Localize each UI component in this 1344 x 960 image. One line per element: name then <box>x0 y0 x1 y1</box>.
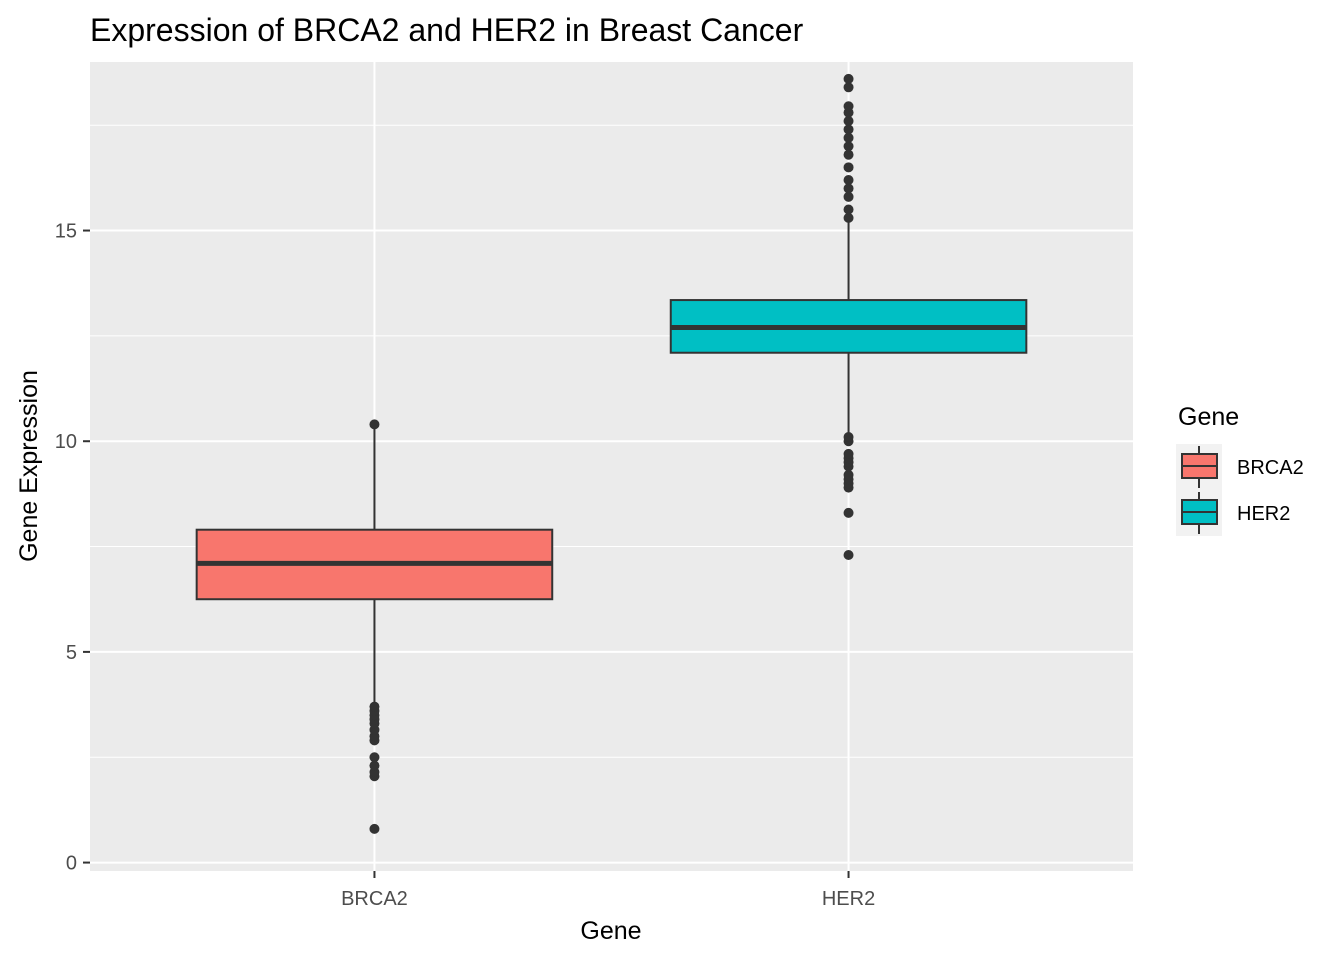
outlier-point <box>843 448 854 459</box>
legend-label: HER2 <box>1237 503 1290 525</box>
outlier-point <box>369 701 380 712</box>
legend-item-her2: HER2 <box>1176 490 1290 536</box>
outlier-point <box>843 132 854 143</box>
boxes <box>195 73 1028 834</box>
y-tick-label: 5 <box>66 642 77 664</box>
y-tick-label: 15 <box>55 221 77 243</box>
outlier-point <box>843 141 854 152</box>
x-axis-title: Gene <box>580 917 641 945</box>
outlier-point <box>369 823 380 834</box>
outlier-point <box>843 73 854 84</box>
y-tick-label: 10 <box>55 431 77 453</box>
chart-title: Expression of BRCA2 and HER2 in Breast C… <box>90 12 804 48</box>
legend-title: Gene <box>1178 403 1239 431</box>
y-axis-title: Gene Expression <box>15 370 43 562</box>
x-tick-label: HER2 <box>822 888 875 910</box>
outlier-point <box>369 752 380 763</box>
legend-item-brca2: BRCA2 <box>1176 444 1304 490</box>
outlier-point <box>843 149 854 160</box>
outlier-point <box>843 204 854 215</box>
y-axis: 0 5 10 15 <box>55 221 90 875</box>
outlier-point <box>843 212 854 223</box>
y-tick-label: 0 <box>66 853 77 875</box>
legend-label: BRCA2 <box>1237 457 1304 479</box>
outlier-point <box>843 124 854 135</box>
outlier-point <box>843 191 854 202</box>
outlier-point <box>843 432 854 443</box>
outlier-point <box>843 549 854 560</box>
outlier-point <box>843 101 854 112</box>
outlier-point <box>843 174 854 185</box>
outlier-point <box>843 82 854 93</box>
outlier-point <box>843 183 854 194</box>
outlier-point <box>369 760 380 771</box>
outlier-point <box>369 419 380 430</box>
x-axis: BRCA2 HER2 <box>341 871 875 910</box>
outlier-point <box>843 507 854 518</box>
legend: Gene BRCA2 HER2 <box>1176 403 1304 536</box>
x-tick-label: BRCA2 <box>341 888 408 910</box>
box-her2 <box>669 73 1028 560</box>
box-brca2 <box>195 419 554 834</box>
outlier-point <box>843 469 854 480</box>
outlier-point <box>843 162 854 173</box>
plot-panel <box>90 62 1133 871</box>
outlier-point <box>843 115 854 126</box>
